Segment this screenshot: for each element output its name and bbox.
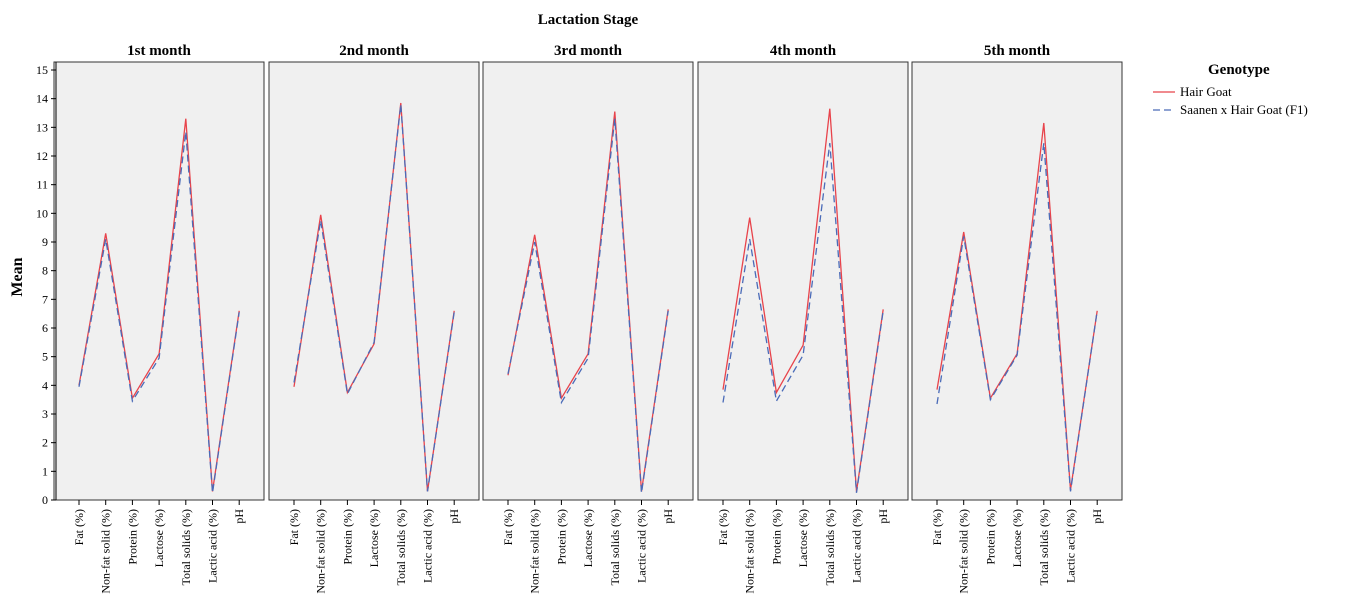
panel-title: 1st month — [127, 43, 191, 59]
x-tick-label: Lactose (%) — [796, 509, 810, 567]
panel-4: 4th month Fat (%) Non-fat solid (%) Protein… — [697, 43, 909, 594]
y-tick-label: 0 — [42, 493, 48, 507]
panel-3: 3rd month Fat (%) Non-fat solid (%) Protein… — [482, 43, 694, 594]
panel-title: 5th month — [984, 43, 1051, 59]
x-tick-label: Lactose (%) — [1010, 509, 1024, 567]
series-line-saanen-f1 — [722, 143, 884, 493]
x-tick-label: Fat (%) — [716, 509, 730, 545]
panel-title: 2nd month — [339, 43, 409, 59]
series-line-saanen-f1 — [78, 131, 240, 493]
x-tick-label: Protein (%) — [769, 509, 783, 565]
x-tick-label: pH — [661, 509, 675, 524]
x-tick-label: Non-fat solid (%) — [957, 509, 971, 594]
x-tick-label: Lactic acid (%) — [850, 509, 864, 583]
x-tick-label: pH — [1090, 509, 1104, 524]
panel-1: 1st month Fat (%) Non-fat solid (%) Protein… — [53, 43, 265, 594]
panel-2: 2nd month Fat (%) Non-fat solid (%) Protein… — [268, 43, 480, 594]
x-tick-label: Lactic acid (%) — [421, 509, 435, 583]
y-tick-label: 15 — [36, 63, 48, 77]
chart-title: Lactation Stage — [538, 12, 639, 28]
panel-frame — [697, 61, 909, 501]
legend-item-saanen: Saanen x Hair Goat (F1) — [1152, 101, 1308, 119]
y-axis-label: Mean — [9, 257, 26, 296]
y-tick-label: 11 — [36, 178, 48, 192]
y-tick-label: 13 — [36, 120, 48, 134]
panel-frame — [911, 61, 1123, 501]
x-tick-label: Total solids (%) — [179, 509, 193, 585]
y-tick-label: 14 — [36, 92, 48, 106]
panel-title: 3rd month — [554, 43, 623, 59]
y-tick-label: 5 — [42, 350, 48, 364]
panel-frame — [482, 61, 694, 501]
series-line-saanen-f1 — [936, 143, 1098, 492]
y-tick-label: 3 — [42, 407, 48, 421]
x-tick-label: Lactose (%) — [152, 509, 166, 567]
x-tick-label: Fat (%) — [72, 509, 86, 545]
x-tick-label: Fat (%) — [501, 509, 515, 545]
panel-frame — [268, 61, 480, 501]
x-tick-label: Protein (%) — [554, 509, 568, 565]
legend-label: Hair Goat — [1180, 84, 1232, 99]
x-tick-label: pH — [232, 509, 246, 524]
x-tick-label: Non-fat solid (%) — [314, 509, 328, 594]
x-tick-label: pH — [876, 509, 890, 524]
legend-label: Saanen x Hair Goat (F1) — [1180, 102, 1308, 117]
legend-title: Genotype — [1208, 62, 1270, 78]
x-tick-label: Protein (%) — [125, 509, 139, 565]
series-line-saanen-f1 — [507, 118, 669, 493]
panel-title: 4th month — [770, 43, 837, 59]
legend-item-hair-goat: Hair Goat — [1152, 83, 1308, 101]
x-tick-label: Total solids (%) — [608, 509, 622, 585]
y-tick-label: 1 — [42, 464, 48, 478]
x-tick-label: Total solids (%) — [394, 509, 408, 585]
panel-5: 5th month Fat (%) Non-fat solid (%) Protein… — [911, 43, 1123, 594]
x-tick-label: Lactose (%) — [367, 509, 381, 567]
y-tick-label: 12 — [36, 149, 48, 163]
x-tick-label: Lactic acid (%) — [635, 509, 649, 583]
y-tick-label: 8 — [42, 264, 48, 278]
series-line-saanen-f1 — [293, 104, 455, 492]
x-tick-label: Fat (%) — [287, 509, 301, 545]
y-tick-label: 4 — [42, 378, 48, 392]
y-tick-label: 2 — [42, 436, 48, 450]
legend-swatch-hair-goat — [1153, 91, 1175, 93]
x-tick-label: Fat (%) — [930, 509, 944, 545]
x-tick-label: Lactic acid (%) — [206, 509, 220, 583]
x-tick-label: Non-fat solid (%) — [528, 509, 542, 594]
x-tick-label: Lactose (%) — [581, 509, 595, 567]
x-tick-label: Total solids (%) — [823, 509, 837, 585]
y-tick-label: 6 — [42, 321, 48, 335]
legend: Genotype Hair Goat Saanen x Hair Goat (F… — [1152, 62, 1308, 119]
x-tick-label: Non-fat solid (%) — [99, 509, 113, 594]
x-tick-label: Non-fat solid (%) — [743, 509, 757, 594]
x-tick-label: Protein (%) — [983, 509, 997, 565]
legend-swatch-saanen — [1153, 109, 1175, 111]
y-tick-label: 10 — [36, 206, 48, 220]
x-tick-label: Protein (%) — [340, 509, 354, 565]
x-tick-label: pH — [447, 509, 461, 524]
y-tick-label: 9 — [42, 235, 48, 249]
panel-frame — [53, 61, 265, 501]
x-tick-label: Lactic acid (%) — [1064, 509, 1078, 583]
y-tick-label: 7 — [42, 292, 48, 306]
panels-group: 1st month Fat (%) Non-fat solid (%) Protein… — [53, 43, 1123, 594]
x-tick-label: Total solids (%) — [1037, 509, 1051, 585]
